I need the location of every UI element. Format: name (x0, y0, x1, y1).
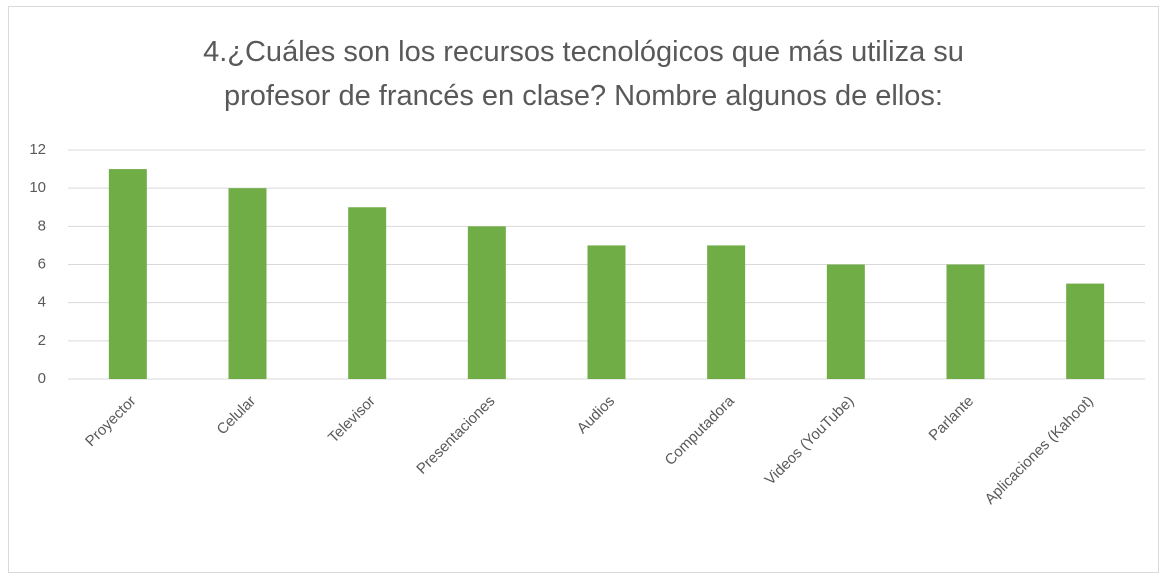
chart-title: 4.¿Cuáles son los recursos tecnológicos … (203, 36, 964, 112)
bar (228, 188, 267, 379)
y-tick-label: 10 (29, 179, 46, 196)
bar (587, 245, 626, 379)
y-tick-label: 12 (29, 141, 46, 158)
y-tick-label: 2 (38, 332, 46, 349)
bar (348, 207, 387, 379)
bar (1066, 283, 1105, 379)
y-tick-label: 0 (38, 370, 46, 387)
bar (707, 245, 746, 379)
bar (108, 169, 147, 379)
bar (467, 226, 506, 379)
bar (826, 264, 865, 379)
y-tick-label: 8 (38, 217, 46, 234)
y-tick-label: 4 (38, 294, 46, 311)
bar (946, 264, 985, 379)
y-tick-label: 6 (38, 255, 46, 272)
